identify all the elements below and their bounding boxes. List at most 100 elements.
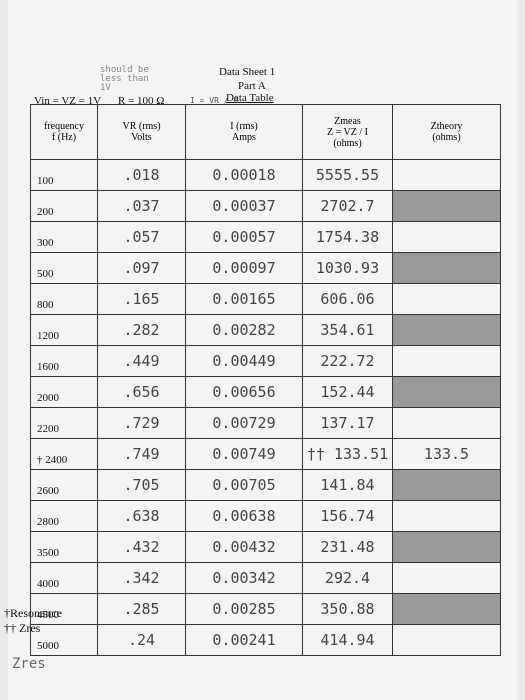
table-row: 1200.282 0.00282 354.61 bbox=[30, 314, 501, 346]
formula: I = VR / R bbox=[190, 96, 239, 105]
table-cell: 2600 bbox=[30, 469, 98, 501]
table-cell: 4500 bbox=[30, 593, 98, 625]
table-cell: 141.84 bbox=[302, 469, 393, 501]
header-line: Ztheory bbox=[430, 121, 463, 132]
table-cell bbox=[392, 469, 501, 501]
header-line: Amps bbox=[232, 132, 256, 143]
table-cell: 350.88 bbox=[302, 593, 393, 625]
table-cell: 200 bbox=[30, 190, 98, 222]
table-cell: 1600 bbox=[30, 345, 98, 377]
note: should be less than 1V bbox=[100, 65, 149, 93]
table-cell bbox=[392, 376, 501, 408]
table-cell: 222.72 bbox=[302, 345, 393, 377]
table-row: 2000.656 0.00656 152.44 bbox=[30, 376, 501, 408]
table-cell: 0.00656 bbox=[185, 376, 303, 408]
table-cell: 292.4 bbox=[302, 562, 393, 594]
table-cell: .282 bbox=[97, 314, 186, 346]
part: Part A bbox=[238, 80, 266, 92]
table-row: 800.165 0.00165 606.06 bbox=[30, 283, 501, 315]
table-cell bbox=[392, 500, 501, 532]
header-line: Volts bbox=[131, 132, 152, 143]
table-row: 2600.705 0.00705 141.84 bbox=[30, 469, 501, 501]
table-cell: 3500 bbox=[30, 531, 98, 563]
table-cell bbox=[392, 314, 501, 346]
table-cell: .705 bbox=[97, 469, 186, 501]
subtitle: Data Table bbox=[226, 92, 274, 104]
table-cell: .749 bbox=[97, 438, 186, 470]
column-header: I (rms) Amps bbox=[185, 104, 303, 160]
table-cell: .638 bbox=[97, 500, 186, 532]
table-cell: 0.00729 bbox=[185, 407, 303, 439]
table-cell: .057 bbox=[97, 221, 186, 253]
table-cell: 5000 bbox=[30, 624, 98, 656]
table-cell: 4000 bbox=[30, 562, 98, 594]
table-cell: 100 bbox=[30, 159, 98, 191]
table-cell bbox=[392, 407, 501, 439]
table-cell: .729 bbox=[97, 407, 186, 439]
table-cell: 0.00432 bbox=[185, 531, 303, 563]
handwritten-footer: Zres bbox=[12, 656, 46, 672]
header-line: frequency bbox=[44, 121, 84, 132]
footnote: †† Zres bbox=[4, 621, 41, 635]
header-line: I (rms) bbox=[230, 121, 258, 132]
data-table: frequency f (Hz) VR (rms) Volts I (rms) Amps Z… bbox=[30, 104, 501, 656]
table-row: 1600.449 0.00449 222.72 bbox=[30, 345, 501, 377]
table-cell: 0.00165 bbox=[185, 283, 303, 315]
table-cell: 2800 bbox=[30, 500, 98, 532]
table-cell: 137.17 bbox=[302, 407, 393, 439]
table-cell: 231.48 bbox=[302, 531, 393, 563]
table-cell: 2702.7 bbox=[302, 190, 393, 222]
column-header: VR (rms) Volts bbox=[97, 104, 186, 160]
header-line: Z = VZ / I bbox=[326, 126, 368, 138]
table-row: † 2400.749 0.00749 †† 133.51 133.5 bbox=[30, 438, 501, 470]
column-header: frequency f (Hz) bbox=[30, 104, 98, 160]
header-line: f (Hz) bbox=[51, 132, 77, 143]
table-cell: 800 bbox=[30, 283, 98, 315]
table-cell: .037 bbox=[97, 190, 186, 222]
table-cell bbox=[392, 190, 501, 222]
column-header: Ztheory (ohms) bbox=[392, 104, 501, 160]
table-cell: .165 bbox=[97, 283, 186, 315]
table-cell: 0.00285 bbox=[185, 593, 303, 625]
table-cell: .097 bbox=[97, 252, 186, 284]
table-cell: 0.00057 bbox=[185, 221, 303, 253]
table-cell: 0.00342 bbox=[185, 562, 303, 594]
table-cell: 0.00241 bbox=[185, 624, 303, 656]
table-cell: 152.44 bbox=[302, 376, 393, 408]
table-row: 500.097 0.00097 1030.93 bbox=[30, 252, 501, 284]
table-cell: 2000 bbox=[30, 376, 98, 408]
table-cell: 2200 bbox=[30, 407, 98, 439]
table-cell: .342 bbox=[97, 562, 186, 594]
table-cell: 0.00037 bbox=[185, 190, 303, 222]
table-cell bbox=[392, 221, 501, 253]
table-cell: 0.00097 bbox=[185, 252, 303, 284]
table-cell bbox=[392, 252, 501, 284]
title: Data Sheet 1 bbox=[219, 66, 276, 78]
footnote: †Resonance bbox=[4, 606, 62, 620]
table-cell: 1200 bbox=[30, 314, 98, 346]
table-cell: 0.00018 bbox=[185, 159, 303, 191]
table-cell: .24 bbox=[97, 624, 186, 656]
table-cell bbox=[392, 562, 501, 594]
table-row: 100.018 0.00018 5555.55 bbox=[30, 159, 501, 191]
table-cell: 5555.55 bbox=[302, 159, 393, 191]
table-row: 200.037 0.00037 2702.7 bbox=[30, 190, 501, 222]
table-cell: 300 bbox=[30, 221, 98, 253]
table-row: 4500.285 0.00285 350.88 bbox=[30, 593, 501, 625]
table-cell: .018 bbox=[97, 159, 186, 191]
header-line: Zmeas bbox=[334, 115, 361, 127]
table-cell: .656 bbox=[97, 376, 186, 408]
table-cell: .449 bbox=[97, 345, 186, 377]
header-line: (ohms) bbox=[333, 137, 362, 149]
table-cell: 0.00705 bbox=[185, 469, 303, 501]
table-cell: †† 133.51 bbox=[302, 438, 393, 470]
table-cell: 0.00449 bbox=[185, 345, 303, 377]
table-cell bbox=[392, 593, 501, 625]
table-cell: † 2400 bbox=[30, 438, 98, 470]
table-cell: .432 bbox=[97, 531, 186, 563]
table-cell: 0.00749 bbox=[185, 438, 303, 470]
table-row: 5000.24 0.00241 414.94 bbox=[30, 624, 501, 656]
table-cell: 414.94 bbox=[302, 624, 393, 656]
table-row: 2200.729 0.00729 137.17 bbox=[30, 407, 501, 439]
table-cell bbox=[392, 159, 501, 191]
